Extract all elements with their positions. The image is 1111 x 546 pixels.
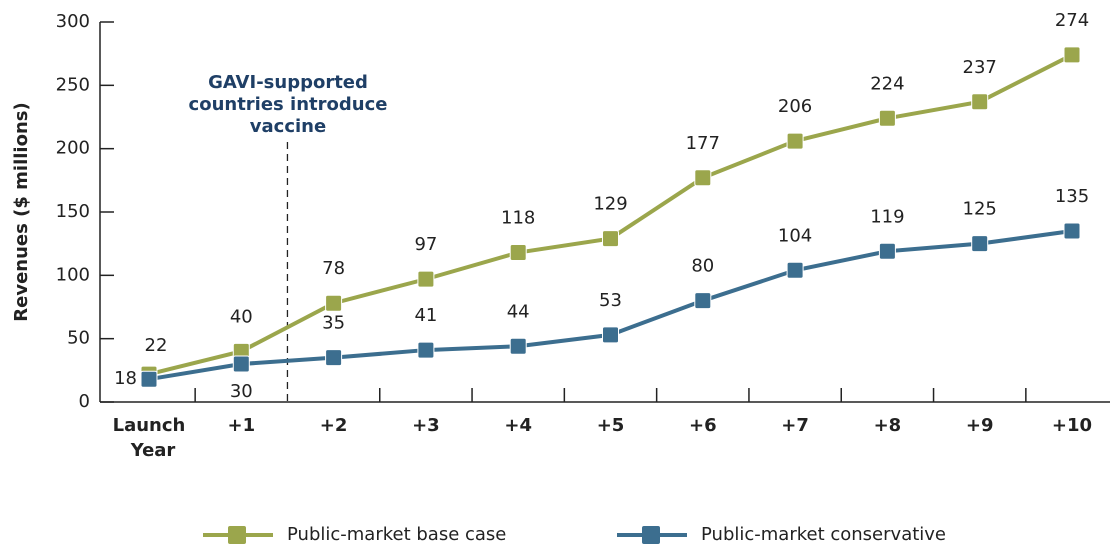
x-tick-label: +4 bbox=[504, 415, 532, 436]
y-tick-label: 100 bbox=[56, 264, 90, 285]
annotation: vaccine bbox=[250, 116, 326, 137]
data-label: 53 bbox=[599, 290, 622, 311]
data-label: 18 bbox=[114, 368, 137, 389]
legend-label: Public-market conservative bbox=[701, 524, 946, 545]
data-label: 206 bbox=[778, 96, 812, 117]
legend-marker bbox=[642, 526, 660, 544]
legend-label: Public-market base case bbox=[287, 524, 506, 545]
marker bbox=[786, 261, 804, 279]
x-tick-label: +6 bbox=[689, 415, 717, 436]
marker bbox=[971, 93, 989, 111]
marker bbox=[971, 235, 989, 253]
marker bbox=[878, 242, 896, 260]
marker bbox=[232, 355, 250, 373]
x-tick-label: +1 bbox=[227, 415, 255, 436]
x-tick-label: +3 bbox=[412, 415, 440, 436]
marker bbox=[417, 341, 435, 359]
marker bbox=[694, 292, 712, 310]
data-label: 35 bbox=[322, 313, 345, 334]
data-label: 237 bbox=[963, 57, 997, 78]
x-tick-label: +8 bbox=[874, 415, 902, 436]
data-label: 78 bbox=[322, 258, 345, 279]
x-tick-label: +10 bbox=[1052, 415, 1092, 436]
marker bbox=[602, 230, 619, 248]
marker bbox=[140, 370, 158, 388]
data-label: 44 bbox=[507, 301, 530, 322]
y-tick-label: 150 bbox=[56, 201, 90, 222]
data-label: 129 bbox=[593, 194, 627, 215]
data-label: 135 bbox=[1055, 186, 1089, 207]
y-axis-label: Revenues ($ millions) bbox=[11, 102, 32, 321]
legend-marker bbox=[228, 526, 246, 544]
data-label: 177 bbox=[686, 133, 720, 154]
y-tick-label: 250 bbox=[56, 74, 90, 95]
data-label: 22 bbox=[145, 335, 168, 356]
data-label: 97 bbox=[414, 234, 437, 255]
y-tick-label: 50 bbox=[67, 328, 90, 349]
data-label: 40 bbox=[230, 306, 253, 327]
marker bbox=[325, 294, 343, 312]
x-tick-label: Launch Year bbox=[113, 415, 186, 461]
marker bbox=[1063, 222, 1081, 240]
data-label: 274 bbox=[1055, 10, 1089, 31]
marker bbox=[694, 169, 712, 187]
x-tick-label: +7 bbox=[781, 415, 809, 436]
marker bbox=[509, 244, 527, 262]
data-label: 224 bbox=[870, 73, 904, 94]
x-tick-label-line: Year bbox=[130, 440, 176, 461]
y-tick-label: 0 bbox=[79, 391, 90, 412]
y-tick-label: 300 bbox=[56, 11, 90, 32]
x-tick-label: +2 bbox=[320, 415, 348, 436]
marker bbox=[1063, 46, 1081, 64]
x-tick-label-line: Launch bbox=[113, 415, 186, 436]
marker bbox=[786, 132, 804, 150]
y-tick-label: 200 bbox=[56, 138, 90, 159]
annotation: GAVI-supported bbox=[208, 72, 368, 93]
annotation: countries introduce bbox=[189, 94, 388, 115]
marker bbox=[602, 326, 619, 344]
data-label: 118 bbox=[501, 208, 535, 229]
marker bbox=[878, 109, 896, 127]
data-label: 104 bbox=[778, 225, 812, 246]
data-label: 80 bbox=[691, 256, 714, 277]
marker bbox=[417, 270, 435, 288]
marker bbox=[509, 337, 527, 355]
marker bbox=[325, 349, 343, 367]
data-label: 125 bbox=[963, 199, 997, 220]
data-label: 41 bbox=[414, 305, 437, 326]
x-tick-label: +9 bbox=[966, 415, 994, 436]
data-label: 30 bbox=[230, 381, 253, 402]
data-label: 119 bbox=[870, 206, 904, 227]
x-tick-label: +5 bbox=[597, 415, 625, 436]
